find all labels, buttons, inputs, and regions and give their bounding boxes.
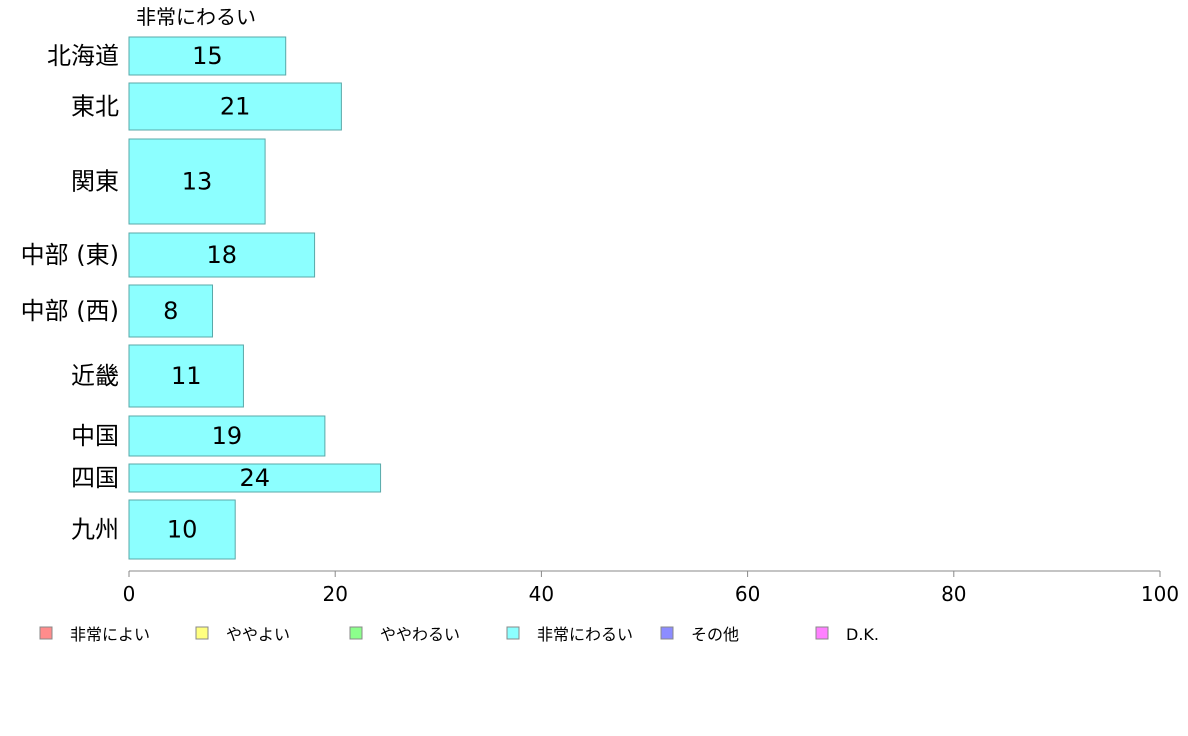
bar-group: 19 中国: [71, 415, 326, 457]
category-label: 中部 (西): [21, 297, 119, 325]
bar-value-label: 11: [171, 362, 202, 390]
legend-item: D.K.: [815, 625, 879, 644]
legend-swatch: [506, 626, 520, 640]
legend-label: 非常によい: [70, 625, 150, 644]
legend-label: 非常にわるい: [537, 625, 633, 644]
legend-item: 非常によい: [39, 625, 150, 644]
bar: [128, 415, 326, 457]
bar-value-label: 21: [220, 93, 251, 121]
legend-item: 非常にわるい: [506, 625, 633, 644]
legend-item: ややよい: [195, 625, 290, 644]
series-title: 非常にわるい: [136, 5, 256, 29]
legend-swatch: [815, 626, 829, 640]
x-tick-label: 20: [322, 582, 347, 606]
bar: [128, 463, 382, 493]
bar: [128, 36, 287, 76]
category-label: 北海道: [47, 42, 119, 70]
bar-group: 15 北海道: [47, 36, 287, 76]
x-axis: 0 20 40 60 80 100: [123, 570, 1179, 606]
category-label: 中国: [71, 422, 119, 450]
bar-group: 21 東北: [71, 82, 342, 131]
bar-group: 10 九州: [71, 499, 236, 560]
bar: [128, 284, 214, 338]
legend: 非常によい ややよい ややわるい 非常にわるい その他 D.K.: [39, 625, 879, 644]
bar: [128, 499, 236, 560]
legend-swatch: [39, 626, 53, 640]
bar-value-label: 18: [207, 241, 238, 269]
bar-value-label: 19: [212, 422, 243, 450]
bar-group: 8 中部 (西): [21, 284, 214, 338]
legend-label: D.K.: [846, 625, 879, 644]
legend-label: ややよい: [226, 625, 290, 644]
legend-item: ややわるい: [349, 625, 460, 644]
bar: [128, 232, 316, 278]
bar-value-label: 24: [240, 464, 271, 492]
bar-group: 13 関東: [71, 138, 266, 225]
legend-swatch: [349, 626, 363, 640]
bar-value-label: 13: [182, 168, 213, 196]
legend-label: その他: [691, 625, 739, 644]
category-label: 近畿: [71, 362, 119, 390]
x-tick-label: 80: [941, 582, 966, 606]
category-label: 九州: [71, 516, 119, 544]
bars: 15 北海道 21 東北 13 関東 18 中部 (東) 8 中部 (西) 11 近畿 19 中国 24 四国…: [21, 36, 382, 560]
bar-value-label: 15: [192, 42, 223, 70]
category-label: 中部 (東): [21, 241, 119, 269]
x-tick-label: 0: [123, 582, 136, 606]
bar-group: 18 中部 (東): [21, 232, 316, 278]
category-label: 四国: [71, 464, 119, 492]
bar-group: 11 近畿: [71, 344, 244, 408]
x-tick-label: 60: [735, 582, 760, 606]
bar-group: 24 四国: [71, 463, 382, 493]
bar: [128, 82, 342, 131]
bar-value-label: 8: [163, 297, 178, 325]
bar: [128, 344, 244, 408]
legend-label: ややわるい: [380, 625, 460, 644]
bar-value-label: 10: [167, 516, 198, 544]
category-label: 関東: [71, 168, 119, 196]
bar: [128, 138, 266, 225]
x-tick-label: 40: [529, 582, 554, 606]
x-tick-label: 100: [1141, 582, 1179, 606]
legend-swatch: [660, 626, 674, 640]
legend-item: その他: [660, 625, 739, 644]
legend-swatch: [195, 626, 209, 640]
category-label: 東北: [71, 93, 119, 121]
